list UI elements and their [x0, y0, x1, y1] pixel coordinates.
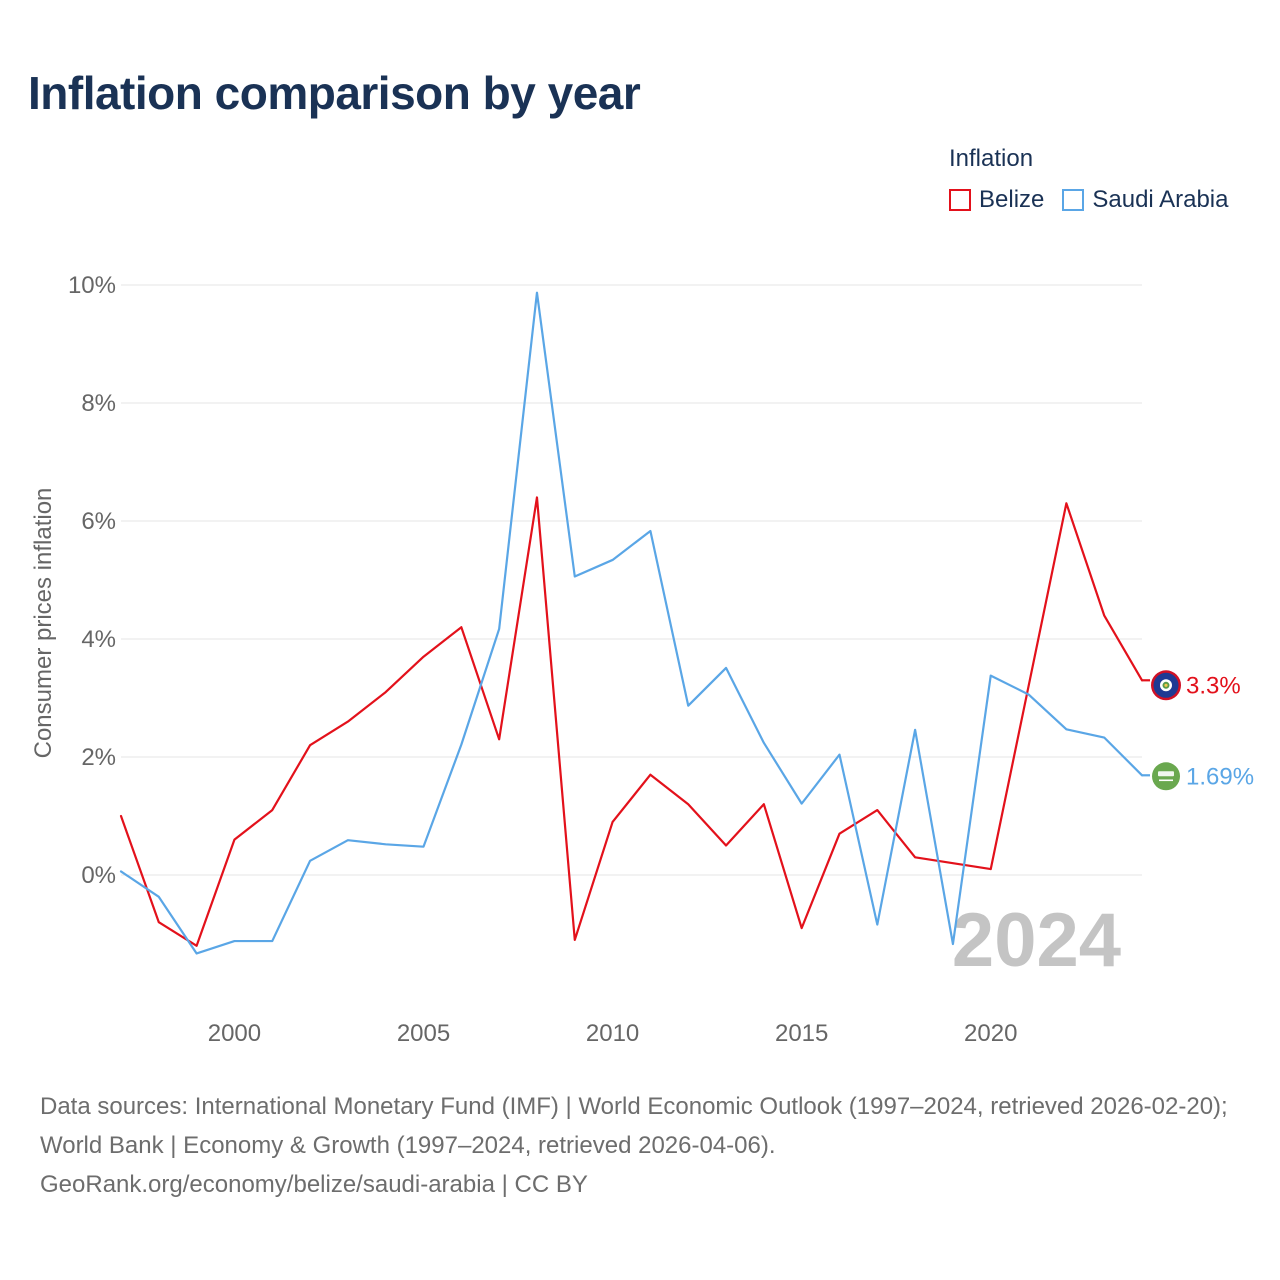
saudi-arabia-flag-icon	[1152, 762, 1180, 791]
series-line-belize[interactable]	[119, 496, 1144, 947]
y-axis-ticks: 0% 2% 4% 6% 8% 10%	[68, 272, 116, 889]
x-tick-label: 2015	[775, 1020, 828, 1047]
end-markers: 3.3% 1.69%	[1142, 670, 1254, 791]
x-tick-label: 2000	[208, 1020, 261, 1047]
x-tick-label: 2020	[964, 1020, 1017, 1047]
data-sources-text: Data sources: International Monetary Fun…	[40, 1093, 1228, 1159]
credit-link[interactable]: GeoRank.org/economy/belize/saudi-arabia …	[40, 1171, 588, 1198]
gridlines	[121, 284, 1142, 876]
y-axis-label: Consumer prices inflation	[30, 488, 57, 759]
x-axis-ticks: 2000 2005 2010 2015 2020	[208, 1020, 1018, 1047]
y-tick-label: 10%	[68, 272, 116, 299]
series-line-saudi-arabia[interactable]	[119, 291, 1144, 955]
y-tick-label: 6%	[81, 508, 116, 535]
legend-item-saudi-arabia[interactable]: Saudi Arabia	[1062, 186, 1228, 214]
legend-title: Inflation	[949, 145, 1034, 172]
x-tick-label: 2005	[397, 1020, 450, 1047]
chart-title: Inflation comparison by year	[28, 67, 641, 119]
legend-label-saudi-arabia: Saudi Arabia	[1092, 186, 1229, 213]
legend: Belize Saudi Arabia	[949, 186, 1228, 214]
legend-swatch-belize	[949, 189, 971, 211]
legend-label-belize: Belize	[979, 186, 1045, 213]
end-value-label: 1.69%	[1186, 763, 1254, 790]
year-watermark: 2024	[952, 898, 1121, 983]
footer: Data sources: International Monetary Fun…	[40, 1087, 1250, 1204]
x-tick-label: 2010	[586, 1020, 639, 1047]
legend-item-belize[interactable]: Belize	[949, 186, 1044, 214]
end-value-label: 3.3%	[1186, 672, 1241, 699]
y-tick-label: 4%	[81, 626, 116, 653]
legend-swatch-saudi-arabia	[1062, 189, 1085, 211]
series-lines	[119, 291, 1144, 955]
y-tick-label: 8%	[81, 390, 116, 417]
y-tick-label: 0%	[81, 862, 116, 889]
line-chart: 0% 2% 4% 6% 8% 10% 2000 2005 2010 2015 2020 Consu…	[30, 272, 1254, 1047]
belize-flag-icon	[1151, 670, 1181, 701]
y-tick-label: 2%	[81, 744, 116, 771]
